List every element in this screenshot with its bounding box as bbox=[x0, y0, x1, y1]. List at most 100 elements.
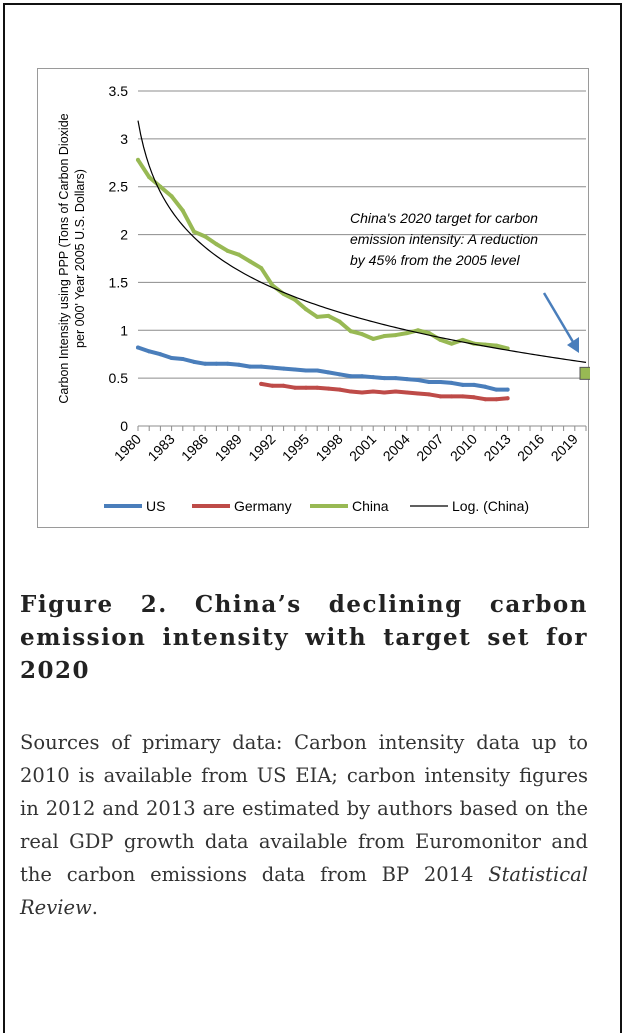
y-tick-label: 2 bbox=[120, 227, 128, 243]
series-us-point bbox=[337, 372, 342, 377]
series-us-point bbox=[460, 382, 465, 387]
series-germany-point bbox=[416, 391, 420, 396]
series-china-point bbox=[404, 331, 409, 336]
x-tick-label: 2019 bbox=[548, 431, 581, 464]
x-tick-label: 2010 bbox=[447, 431, 480, 464]
series-us-point bbox=[494, 387, 499, 392]
series-china-point bbox=[259, 266, 264, 271]
series-us-point bbox=[326, 370, 331, 375]
series-germany-point bbox=[427, 392, 432, 397]
x-tick-label: 1989 bbox=[212, 431, 245, 464]
series-us-point bbox=[259, 364, 264, 369]
series-germany-point bbox=[438, 394, 443, 399]
series-germany-point bbox=[483, 397, 488, 402]
series-us-point bbox=[404, 377, 409, 382]
annotation-text-line: emission intensity: A reduction bbox=[350, 231, 538, 247]
series-us-point bbox=[192, 359, 196, 364]
sources-italic: Statistical Review bbox=[20, 863, 588, 919]
series-china-point bbox=[225, 248, 230, 253]
series-us-point bbox=[483, 384, 488, 389]
series-us-point bbox=[292, 367, 297, 372]
series-china-point bbox=[192, 229, 196, 234]
series-china-point bbox=[315, 314, 320, 319]
series-germany-point bbox=[404, 390, 409, 395]
series-us-point bbox=[147, 349, 152, 354]
series-us-point bbox=[416, 378, 420, 383]
series-china-point bbox=[169, 194, 174, 199]
x-tick-label: 2004 bbox=[380, 431, 413, 464]
series-us-point bbox=[169, 356, 174, 361]
series-us-point bbox=[225, 361, 230, 366]
x-tick-label: 2001 bbox=[346, 431, 379, 464]
y-axis-label-line1: Carbon Intensity using PPP (Tons of Carb… bbox=[57, 113, 71, 403]
series-china-point bbox=[416, 328, 420, 333]
series-germany-point bbox=[337, 387, 342, 392]
annotation-arrow-line bbox=[542, 292, 578, 348]
series-germany-point bbox=[460, 394, 465, 399]
series-germany-point bbox=[259, 381, 264, 386]
x-tick-label: 1980 bbox=[111, 431, 144, 464]
series-germany-point bbox=[292, 385, 297, 390]
series-germany-point bbox=[326, 386, 331, 391]
series-china-point bbox=[203, 234, 208, 239]
series-china-point bbox=[460, 337, 465, 342]
series-germany-point bbox=[371, 389, 376, 394]
series-china-point bbox=[382, 334, 387, 339]
series-germany-point bbox=[382, 390, 387, 395]
series-us-line bbox=[136, 345, 510, 392]
series-log-china-line bbox=[137, 120, 587, 363]
series-china-point bbox=[248, 259, 252, 264]
series-us-point bbox=[248, 364, 252, 369]
series-us-point bbox=[438, 379, 443, 384]
x-tick-label: 1986 bbox=[178, 431, 211, 464]
series-germany-point bbox=[360, 390, 364, 395]
sources-paragraph: Sources of primary data: Carbon intensit… bbox=[20, 726, 588, 924]
series-us-point bbox=[371, 375, 376, 380]
target-2020-marker bbox=[579, 366, 590, 380]
series-us-point bbox=[315, 368, 320, 373]
series-germany-point bbox=[393, 389, 398, 394]
series-china-point bbox=[494, 343, 499, 348]
series-germany-point bbox=[304, 385, 308, 390]
y-tick-label: 0.5 bbox=[109, 370, 129, 386]
series-china-point bbox=[147, 175, 152, 180]
legend-label-us: US bbox=[146, 498, 165, 514]
x-tick-label: 1998 bbox=[312, 431, 345, 464]
series-china-point bbox=[136, 157, 140, 162]
series-us-point bbox=[360, 374, 364, 379]
y-axis-label-line2: per 000' Year 2005 U.S. Dollars) bbox=[73, 169, 87, 348]
series-germany-point bbox=[494, 397, 499, 402]
series-us-point bbox=[158, 352, 163, 357]
series-china-point bbox=[158, 184, 163, 189]
figure-caption: Figure 2. China’s declining carbon emiss… bbox=[20, 591, 588, 684]
series-china-point bbox=[214, 242, 219, 247]
series-germany-point bbox=[281, 383, 286, 388]
series-china-point bbox=[292, 297, 297, 302]
x-tick-label: 1995 bbox=[279, 431, 312, 464]
series-us-point bbox=[427, 379, 432, 384]
legend-label-china: China bbox=[352, 498, 389, 514]
series-china-point bbox=[236, 252, 241, 257]
sources-text: Sources of primary data: Carbon intensit… bbox=[20, 731, 588, 886]
series-us-point bbox=[382, 376, 387, 381]
series-us-point bbox=[214, 361, 219, 366]
series-us-point bbox=[203, 361, 208, 366]
annotation-arrowhead bbox=[567, 337, 579, 353]
series-china-point bbox=[449, 341, 454, 346]
series-us-point bbox=[472, 382, 476, 387]
series-germany-point bbox=[472, 395, 476, 400]
series-us-point bbox=[180, 357, 185, 361]
series-china-point bbox=[393, 333, 398, 338]
y-tick-label: 2.5 bbox=[109, 179, 129, 195]
series-germany-point bbox=[348, 389, 353, 394]
y-tick-label: 1.5 bbox=[109, 274, 129, 290]
annotation-text-line: China's 2020 target for carbon bbox=[350, 210, 538, 226]
y-tick-label: 0 bbox=[120, 418, 128, 434]
series-germany-point bbox=[315, 385, 320, 390]
x-tick-label: 2013 bbox=[480, 431, 513, 464]
series-us-point bbox=[393, 376, 398, 381]
series-china-point bbox=[337, 319, 342, 324]
page-frame bbox=[3, 3, 622, 1033]
series-us-point bbox=[348, 374, 353, 379]
x-tick-label: 1983 bbox=[144, 431, 177, 464]
